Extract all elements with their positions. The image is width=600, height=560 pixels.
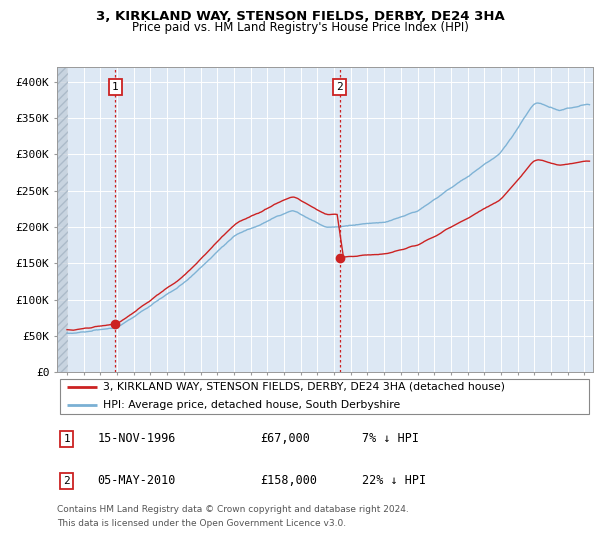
Text: £67,000: £67,000 [260, 432, 310, 445]
Text: This data is licensed under the Open Government Licence v3.0.: This data is licensed under the Open Gov… [57, 519, 346, 528]
Text: 1: 1 [63, 433, 70, 444]
Text: Contains HM Land Registry data © Crown copyright and database right 2024.: Contains HM Land Registry data © Crown c… [57, 505, 409, 514]
Text: 7% ↓ HPI: 7% ↓ HPI [362, 432, 419, 445]
Text: 3, KIRKLAND WAY, STENSON FIELDS, DERBY, DE24 3HA: 3, KIRKLAND WAY, STENSON FIELDS, DERBY, … [95, 10, 505, 23]
Text: 3, KIRKLAND WAY, STENSON FIELDS, DERBY, DE24 3HA (detached house): 3, KIRKLAND WAY, STENSON FIELDS, DERBY, … [103, 381, 505, 391]
Text: Price paid vs. HM Land Registry's House Price Index (HPI): Price paid vs. HM Land Registry's House … [131, 21, 469, 34]
Text: 22% ↓ HPI: 22% ↓ HPI [362, 474, 427, 487]
Text: 1: 1 [112, 82, 118, 92]
Text: 2: 2 [337, 82, 343, 92]
Text: HPI: Average price, detached house, South Derbyshire: HPI: Average price, detached house, Sout… [103, 400, 400, 410]
Text: £158,000: £158,000 [260, 474, 317, 487]
FancyBboxPatch shape [59, 379, 589, 414]
Text: 05-MAY-2010: 05-MAY-2010 [97, 474, 176, 487]
Bar [57, 67, 68, 372]
Text: 2: 2 [63, 476, 70, 486]
Text: 15-NOV-1996: 15-NOV-1996 [97, 432, 176, 445]
